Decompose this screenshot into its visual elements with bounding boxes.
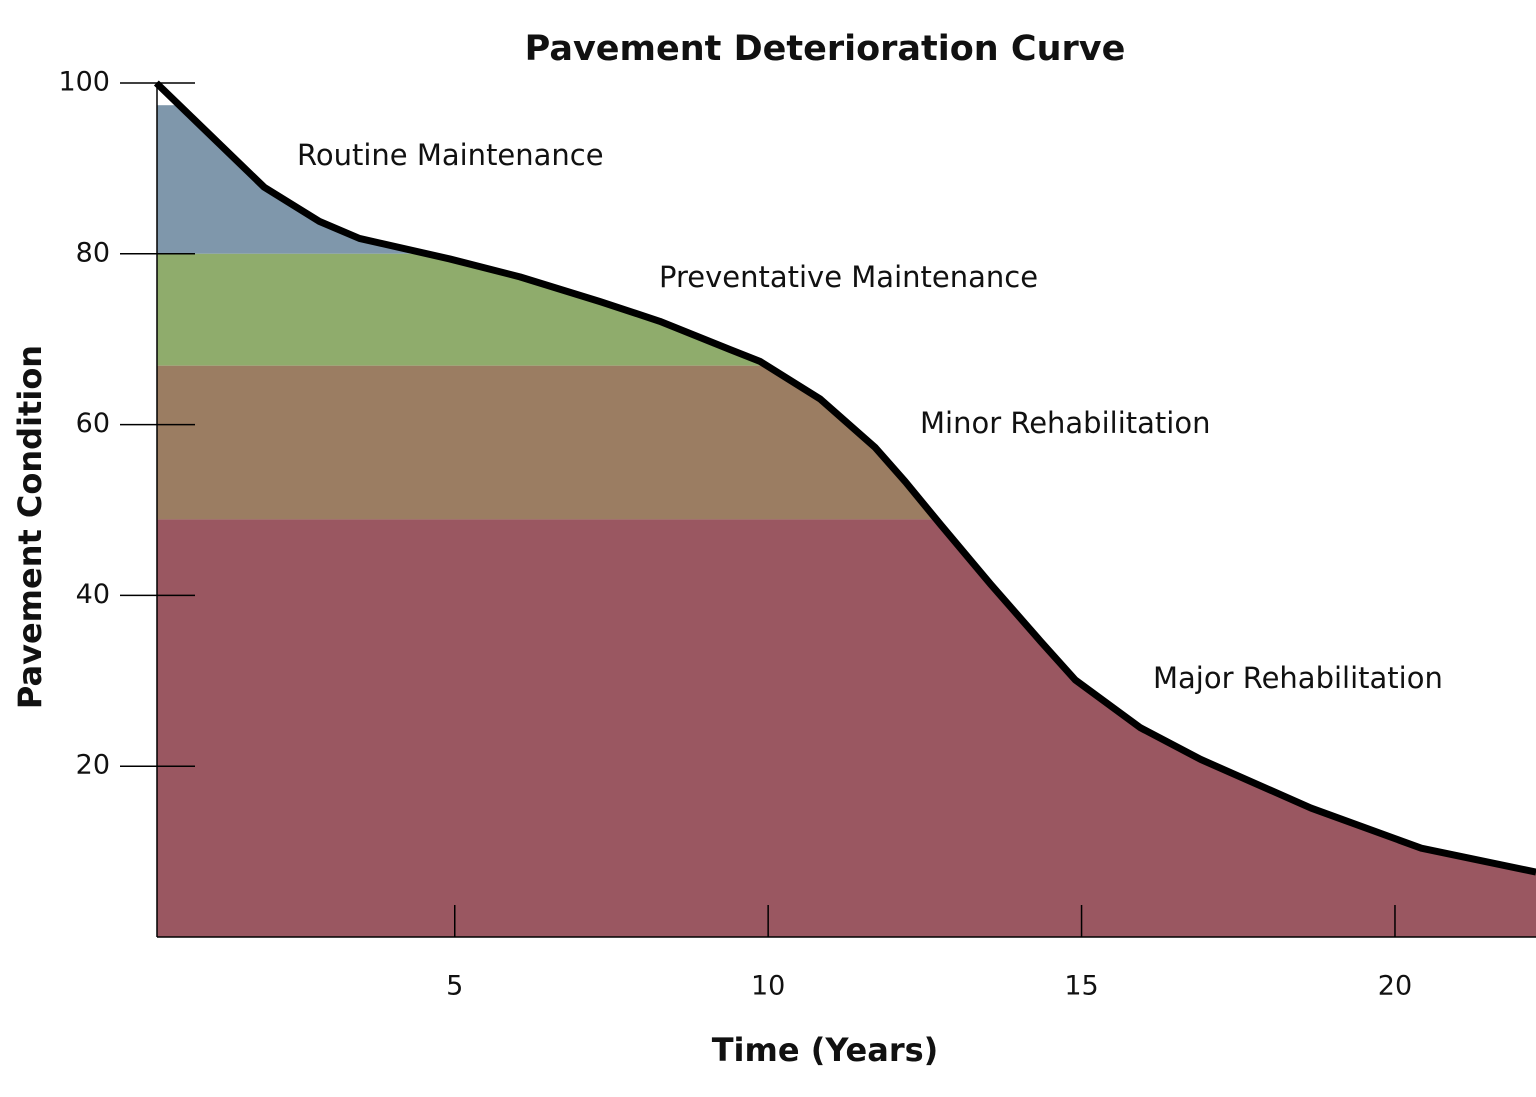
- x-axis-label: Time (Years): [712, 1031, 939, 1069]
- y-tick-label: 40: [76, 579, 110, 610]
- axes: 20 40 60 80 100 5 10 15 20: [58, 67, 1536, 1002]
- x-tick-label: 10: [751, 971, 785, 1002]
- y-tick-label: 60: [76, 408, 110, 439]
- band-label: Major Rehabilitation: [1153, 661, 1443, 695]
- band-area: [157, 105, 1536, 254]
- x-tick-label: 20: [1378, 971, 1412, 1002]
- x-tick-label: 5: [446, 971, 463, 1002]
- y-tick-label: 80: [76, 237, 110, 268]
- x-tick-label: 15: [1064, 971, 1098, 1002]
- band-label: Routine Maintenance: [297, 138, 604, 172]
- band-label: Preventative Maintenance: [659, 260, 1038, 294]
- band-area: [157, 365, 1536, 520]
- y-tick-label: 100: [58, 67, 110, 98]
- band-label: Minor Rehabilitation: [920, 406, 1210, 440]
- y-axis-label: Pavement Condition: [11, 345, 49, 709]
- deterioration-curve: [153, 80, 1536, 876]
- band-area: [157, 519, 1536, 937]
- chart-title: Pavement Deterioration Curve: [525, 29, 1126, 69]
- y-tick-label: 20: [76, 750, 110, 781]
